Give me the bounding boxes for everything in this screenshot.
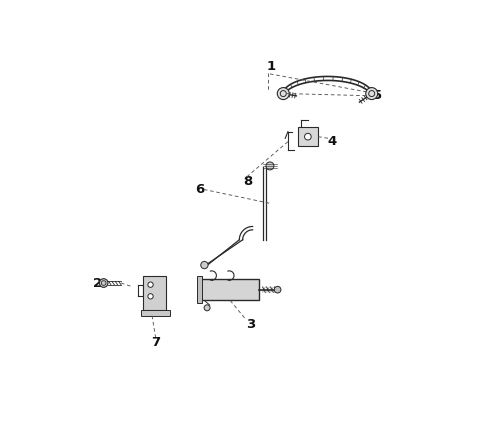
- Text: 7: 7: [152, 337, 161, 349]
- Bar: [201, 279, 259, 301]
- Circle shape: [99, 279, 108, 287]
- Polygon shape: [370, 89, 376, 97]
- Bar: [141, 310, 170, 316]
- Circle shape: [366, 88, 378, 99]
- Circle shape: [277, 88, 289, 99]
- Text: 2: 2: [94, 276, 103, 289]
- Polygon shape: [280, 89, 284, 98]
- Circle shape: [274, 286, 281, 293]
- Text: 8: 8: [243, 175, 252, 188]
- Circle shape: [266, 162, 274, 170]
- Bar: [143, 276, 166, 310]
- Circle shape: [201, 261, 208, 269]
- Bar: [197, 276, 202, 303]
- Circle shape: [148, 294, 153, 299]
- Circle shape: [304, 133, 311, 140]
- Text: 5: 5: [373, 89, 382, 102]
- Text: 4: 4: [328, 135, 337, 148]
- Circle shape: [204, 305, 210, 311]
- Text: 1: 1: [266, 60, 276, 73]
- Text: 3: 3: [246, 318, 256, 331]
- Bar: [298, 127, 318, 146]
- Text: 6: 6: [195, 184, 204, 197]
- Circle shape: [148, 282, 153, 287]
